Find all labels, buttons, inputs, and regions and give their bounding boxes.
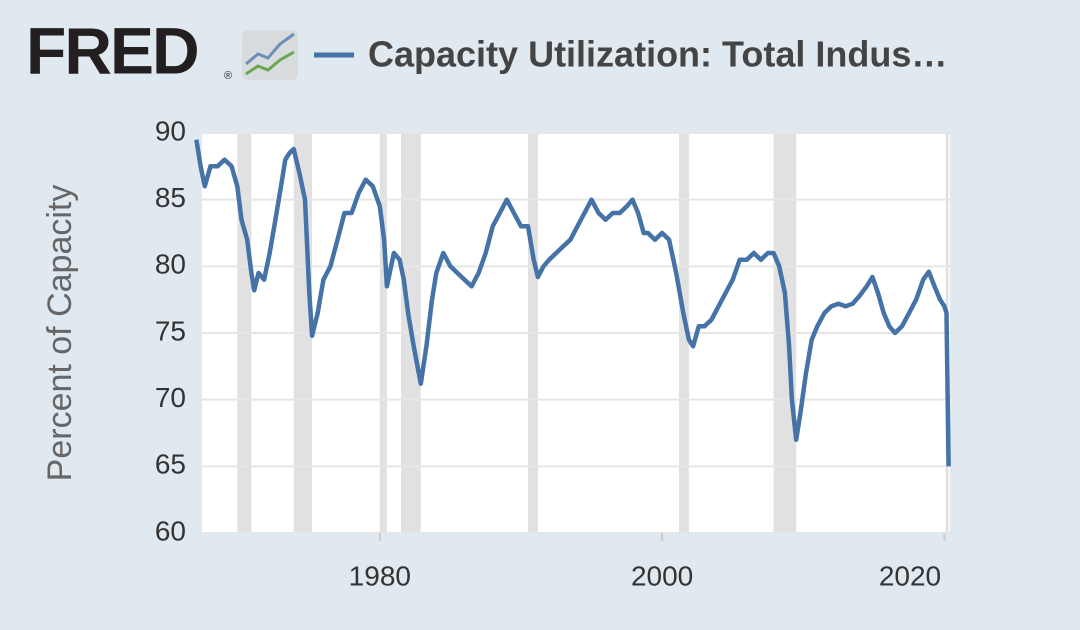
logo: FRED	[26, 13, 198, 87]
y-axis-label: Percent of Capacity	[41, 185, 79, 482]
series-line	[194, 139, 951, 467]
x-tick-label: 2020	[879, 560, 941, 591]
x-tick-label: 1980	[349, 560, 411, 591]
y-tick-label: 90	[155, 115, 186, 146]
legend-label: Capacity Utilization: Total Indus…	[368, 34, 947, 75]
y-tick-label: 60	[155, 515, 186, 546]
x-tick-label: 2000	[631, 560, 693, 591]
y-tick-label: 85	[155, 182, 186, 213]
y-tick-label: 70	[155, 382, 186, 413]
y-tick-label: 75	[155, 315, 186, 346]
logo-icon	[242, 30, 298, 80]
y-tick-label: 80	[155, 249, 186, 280]
y-tick-label: 65	[155, 449, 186, 480]
logo-mark: ®	[224, 70, 232, 82]
